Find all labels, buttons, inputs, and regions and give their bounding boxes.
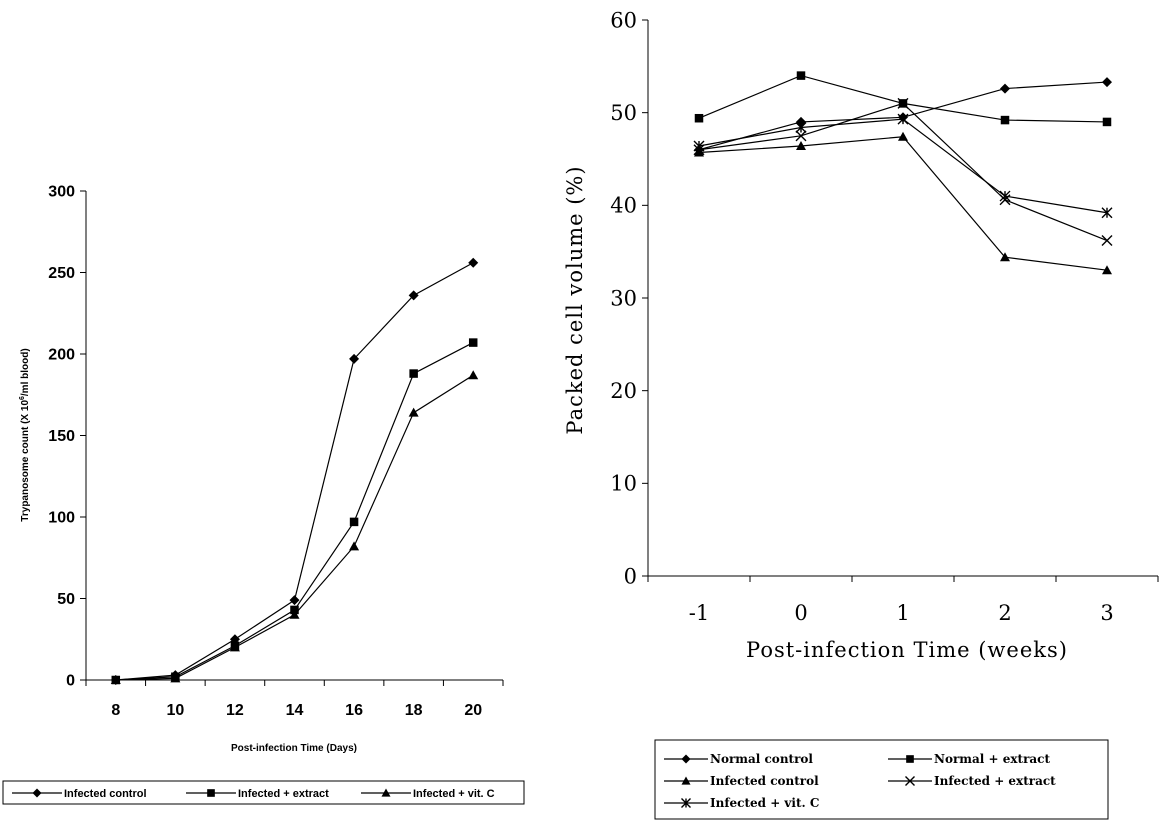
data-point — [897, 97, 909, 109]
data-point — [898, 131, 908, 141]
data-point — [1102, 77, 1112, 88]
x-tick-label: 2 — [998, 601, 1011, 625]
x-tick-label: 14 — [286, 702, 304, 719]
data-point — [110, 675, 121, 684]
data-point — [349, 541, 360, 551]
legend-marker — [381, 788, 391, 797]
data-point — [408, 290, 419, 301]
data-point — [1102, 117, 1112, 127]
x-tick-label: 0 — [794, 601, 807, 625]
y-tick-label: 10 — [610, 472, 637, 496]
legend-label: Infected + vit. C — [413, 788, 495, 800]
legend-marker — [32, 788, 42, 798]
chart-packed-cell-volume: Packed cell volume (%) Post-infection Ti… — [563, 8, 1159, 820]
legend-marker — [906, 755, 914, 763]
x-tick-label: 1 — [896, 601, 909, 625]
data-point — [693, 140, 705, 152]
series-line — [115, 342, 474, 681]
data-point — [1000, 115, 1010, 125]
chart-trypanosome: Trypanosome count (X 106/ml blood) Post-… — [2, 184, 525, 805]
x-tick-label: 18 — [405, 702, 423, 719]
data-point — [409, 369, 418, 378]
y-tick-label: 20 — [610, 379, 637, 403]
x-tick-label: 16 — [345, 702, 363, 719]
data-point — [289, 609, 300, 619]
y-tick-label: 0 — [624, 564, 637, 588]
data-point — [1000, 252, 1010, 262]
legend-label: Normal control — [710, 752, 813, 766]
data-point — [289, 595, 300, 606]
y-tick-label: 50 — [57, 591, 75, 608]
c2-ylabel: Packed cell volume (%) — [563, 165, 587, 434]
legend-label: Infected + extract — [934, 774, 1056, 788]
series-line — [698, 136, 1108, 271]
legend-label: Infected control — [64, 788, 147, 800]
y-tick-label: 200 — [48, 347, 75, 364]
data-point — [170, 673, 181, 683]
data-point — [795, 121, 807, 133]
legend-label: Infected + extract — [238, 788, 329, 800]
data-point — [468, 257, 479, 268]
c1-xlabel: Post-infection Time (Days) — [231, 743, 357, 754]
c1-legend: Infected control Infected + extract Infect… — [2, 780, 525, 805]
y-tick-label: 50 — [610, 101, 637, 125]
legend-marker — [681, 776, 691, 785]
legend-marker — [681, 798, 691, 808]
legend-label: Infected + vit. C — [710, 796, 819, 810]
y-tick-label: 30 — [610, 286, 637, 310]
data-point — [229, 642, 240, 652]
data-point — [408, 407, 419, 417]
data-point — [1101, 207, 1113, 219]
y-tick-label: 150 — [48, 428, 75, 445]
c2-legend: Normal control Normal + extract Infected c… — [654, 739, 1109, 820]
c1-ylabel: Trypanosome count (X 106/ml blood) — [19, 348, 31, 521]
c2-xlabel: Post-infection Time (weeks) — [746, 638, 1068, 662]
data-point — [468, 338, 478, 347]
data-point — [349, 517, 359, 527]
data-point — [1101, 235, 1113, 247]
data-point — [897, 113, 909, 125]
data-point — [796, 141, 806, 151]
x-tick-label: 8 — [111, 702, 120, 719]
x-tick-label: 20 — [464, 702, 482, 719]
y-tick-label: 40 — [610, 194, 637, 218]
x-tick-label: 10 — [166, 702, 184, 719]
x-tick-label: 12 — [226, 702, 244, 719]
legend-marker — [207, 789, 215, 797]
y-tick-label: 300 — [48, 184, 75, 201]
data-point — [694, 147, 704, 157]
data-point — [468, 370, 479, 380]
data-point — [694, 113, 704, 123]
legend-marker — [905, 776, 915, 786]
y-tick-label: 100 — [48, 510, 75, 527]
data-point — [1000, 83, 1010, 94]
legend-marker — [681, 754, 691, 764]
x-tick-label: 3 — [1100, 601, 1113, 625]
data-point — [795, 130, 807, 142]
legend-label: Normal + extract — [934, 752, 1050, 766]
data-point — [1102, 265, 1112, 275]
data-point — [796, 71, 806, 80]
legend-label: Infected control — [710, 774, 819, 788]
y-tick-label: 60 — [610, 8, 637, 32]
series-line — [115, 374, 474, 681]
x-tick-label: -1 — [689, 601, 709, 625]
y-tick-label: 0 — [66, 673, 75, 690]
data-point — [999, 190, 1011, 202]
y-tick-label: 250 — [48, 265, 75, 282]
data-point — [349, 353, 360, 364]
